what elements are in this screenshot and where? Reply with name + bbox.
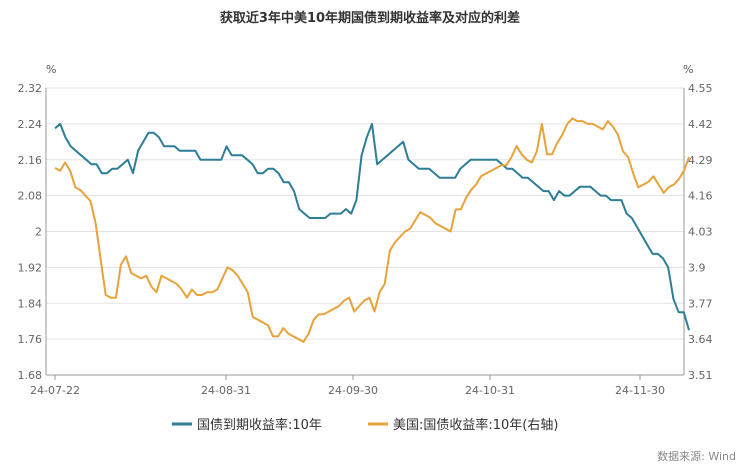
y-right-tick: 3.51 bbox=[688, 369, 713, 382]
y-right-tick: 4.03 bbox=[688, 226, 713, 239]
x-tick-label: 24-09-30 bbox=[328, 384, 378, 397]
x-tick-label: 24-11-30 bbox=[615, 384, 665, 397]
y-right-tick: 4.42 bbox=[688, 118, 713, 131]
y-left-tick: 1.76 bbox=[18, 333, 43, 346]
grid-lines bbox=[46, 87, 684, 340]
series-line-us-10y bbox=[54, 117, 690, 343]
y-left-tick: 2 bbox=[35, 226, 42, 239]
y-left-tick: 2.08 bbox=[18, 190, 43, 203]
y-left-tick: 1.92 bbox=[18, 261, 43, 274]
y-left-tick: 1.68 bbox=[18, 369, 43, 382]
series-line-cn-10y bbox=[54, 122, 690, 331]
y-right-tick: 4.55 bbox=[688, 82, 713, 95]
y-right-tick: 3.64 bbox=[688, 333, 713, 346]
legend-label-cn: 国债到期收益率:10年 bbox=[197, 417, 322, 433]
axes: 2.32 4.55 2.24 4.42 2.16 4.29 2.08 4.16 2 4.03 1.9… bbox=[18, 82, 713, 397]
series-lines bbox=[54, 117, 690, 343]
y-right-tick: 4.16 bbox=[688, 190, 713, 203]
chart-title: 获取近3年中美10年期国债到期收益率及对应的利差 bbox=[220, 10, 520, 26]
y-left-tick: 2.24 bbox=[18, 118, 43, 131]
y-left-tick: 2.16 bbox=[18, 154, 43, 167]
y-right-tick: 3.9 bbox=[688, 261, 706, 274]
right-axis-unit: % bbox=[683, 63, 693, 76]
y-left-tick: 2.32 bbox=[18, 82, 43, 95]
y-right-tick: 3.77 bbox=[688, 297, 713, 310]
y-right-tick: 4.29 bbox=[688, 154, 713, 167]
legend: 国债到期收益率:10年 美国:国债收益率:10年(右轴) bbox=[172, 417, 558, 433]
left-axis-unit: % bbox=[46, 63, 56, 76]
data-source: 数据来源: Wind bbox=[657, 449, 736, 463]
x-tick-label: 24-07-22 bbox=[30, 384, 80, 397]
x-tick-label: 24-10-31 bbox=[465, 384, 515, 397]
y-left-tick: 1.84 bbox=[18, 297, 43, 310]
x-tick-label: 24-08-31 bbox=[201, 384, 251, 397]
legend-label-us: 美国:国债收益率:10年(右轴) bbox=[393, 417, 558, 433]
